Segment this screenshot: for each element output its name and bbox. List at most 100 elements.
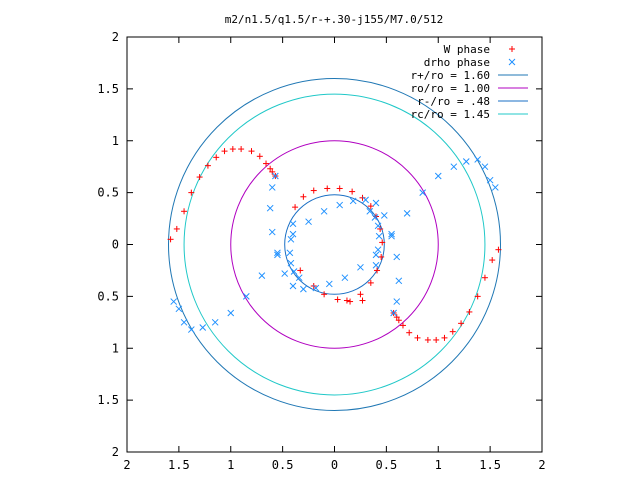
drho-phase-point xyxy=(286,249,294,257)
drho-phase-point xyxy=(380,212,388,219)
y-tick-label: 2 xyxy=(112,445,119,459)
w-phase-point xyxy=(466,308,473,315)
y-tick-label: 1 xyxy=(112,341,119,355)
legend-item: rc/ro = 1.45 xyxy=(411,108,528,121)
marker-stroke xyxy=(170,298,178,305)
marker-stroke xyxy=(491,184,499,191)
drho-phase-point xyxy=(450,163,458,171)
marker-stroke xyxy=(300,285,307,293)
drho-phase-point xyxy=(336,201,344,209)
y-tick-label: 2 xyxy=(112,30,119,44)
drho-phase-point xyxy=(268,228,276,236)
w-phase-point xyxy=(269,168,276,175)
marker-stroke xyxy=(268,228,276,236)
marker-stroke xyxy=(388,230,395,238)
marker-stroke xyxy=(481,163,489,171)
drho-phase-point xyxy=(372,199,380,207)
w-phase-point xyxy=(449,328,456,335)
marker-stroke xyxy=(374,222,382,230)
drho-phase-point xyxy=(170,298,178,305)
x-tick-label: 0.5 xyxy=(376,458,398,472)
marker-stroke xyxy=(395,277,403,285)
marker-stroke xyxy=(372,199,380,207)
chart-title: m2/n1.5/q1.5/r-+.30-j155/M7.0/512 xyxy=(225,13,444,26)
w-phase-point xyxy=(414,334,421,341)
drho-phase-point xyxy=(274,249,281,257)
marker-stroke xyxy=(287,235,295,243)
w-phase-point xyxy=(395,317,402,324)
marker-stroke xyxy=(290,268,298,275)
drho-phase-point xyxy=(272,172,279,180)
drho-phase-point xyxy=(274,251,281,259)
w-phase-point xyxy=(263,160,270,167)
y-tick-label: 0.5 xyxy=(97,289,119,303)
drho-phase-point xyxy=(349,197,357,205)
y-tick-label: 0 xyxy=(112,238,119,252)
w-phase-point xyxy=(238,146,245,153)
drho-phase-point xyxy=(242,293,250,300)
drho-phase-point xyxy=(357,263,364,271)
drho-phase-point xyxy=(180,318,188,326)
legend-item: W phase xyxy=(444,43,515,56)
w-phase-point xyxy=(213,154,220,161)
drho-phase-point xyxy=(366,207,374,215)
marker-stroke xyxy=(434,172,442,180)
w-phase-point xyxy=(406,329,413,336)
marker-stroke xyxy=(289,230,297,238)
w-phase-point xyxy=(367,203,374,210)
w-phase-point xyxy=(367,279,374,286)
marker-stroke xyxy=(388,232,395,240)
drho-phase-point xyxy=(403,210,411,217)
w-phase-point xyxy=(481,274,488,281)
y-tick-label: 1 xyxy=(112,134,119,148)
x-tick-label: 1 xyxy=(227,458,234,472)
marker-stroke xyxy=(266,204,274,212)
drho-phase-point xyxy=(491,184,499,191)
drho-phase-point xyxy=(268,184,276,191)
drho-phase-point xyxy=(289,282,297,290)
w-phase-point xyxy=(377,225,384,232)
drho-phase-point xyxy=(372,261,380,269)
drho-phase-point xyxy=(393,253,401,261)
drho-phase-point xyxy=(199,324,207,331)
marker-stroke xyxy=(211,318,219,326)
radius-circle xyxy=(183,93,486,396)
drho-phase-point xyxy=(289,220,297,228)
w-phase-point xyxy=(399,322,406,329)
w-phase-point xyxy=(378,253,385,260)
marker-stroke xyxy=(372,251,380,259)
w-phase-point xyxy=(347,298,354,305)
marker-stroke xyxy=(372,261,380,269)
marker-stroke xyxy=(242,293,250,300)
w-phase-point xyxy=(248,148,255,155)
drho-phase-point xyxy=(462,158,470,165)
marker-stroke xyxy=(450,163,458,171)
w-phase-point xyxy=(458,320,465,327)
y-tick-label: 1.5 xyxy=(97,393,119,407)
marker-stroke xyxy=(371,214,379,221)
marker-stroke xyxy=(357,263,364,271)
drho-phase-point xyxy=(374,222,382,230)
drho-phase-point xyxy=(395,277,403,285)
w-phase-point xyxy=(424,336,431,343)
legend-item: ro/ro = 1.00 xyxy=(411,82,528,95)
marker-stroke xyxy=(187,326,195,333)
marker-stroke xyxy=(287,259,295,267)
drho-phase-point xyxy=(393,298,401,305)
drho-phase-point xyxy=(295,274,303,282)
w-phase-point xyxy=(441,334,448,341)
w-phase-point xyxy=(256,153,263,160)
w-phase-point xyxy=(181,208,188,215)
marker-stroke xyxy=(305,218,312,226)
radius-circles xyxy=(168,78,501,411)
w-phase-point xyxy=(297,267,304,274)
w-phase-point xyxy=(173,225,180,232)
w-phase-point xyxy=(267,165,274,172)
marker-stroke xyxy=(289,282,297,290)
marker-stroke xyxy=(349,197,357,205)
w-phase-point xyxy=(495,246,502,253)
drho-phase-point xyxy=(305,218,312,226)
marker-stroke xyxy=(175,305,183,313)
drho-phase-point xyxy=(320,207,328,215)
